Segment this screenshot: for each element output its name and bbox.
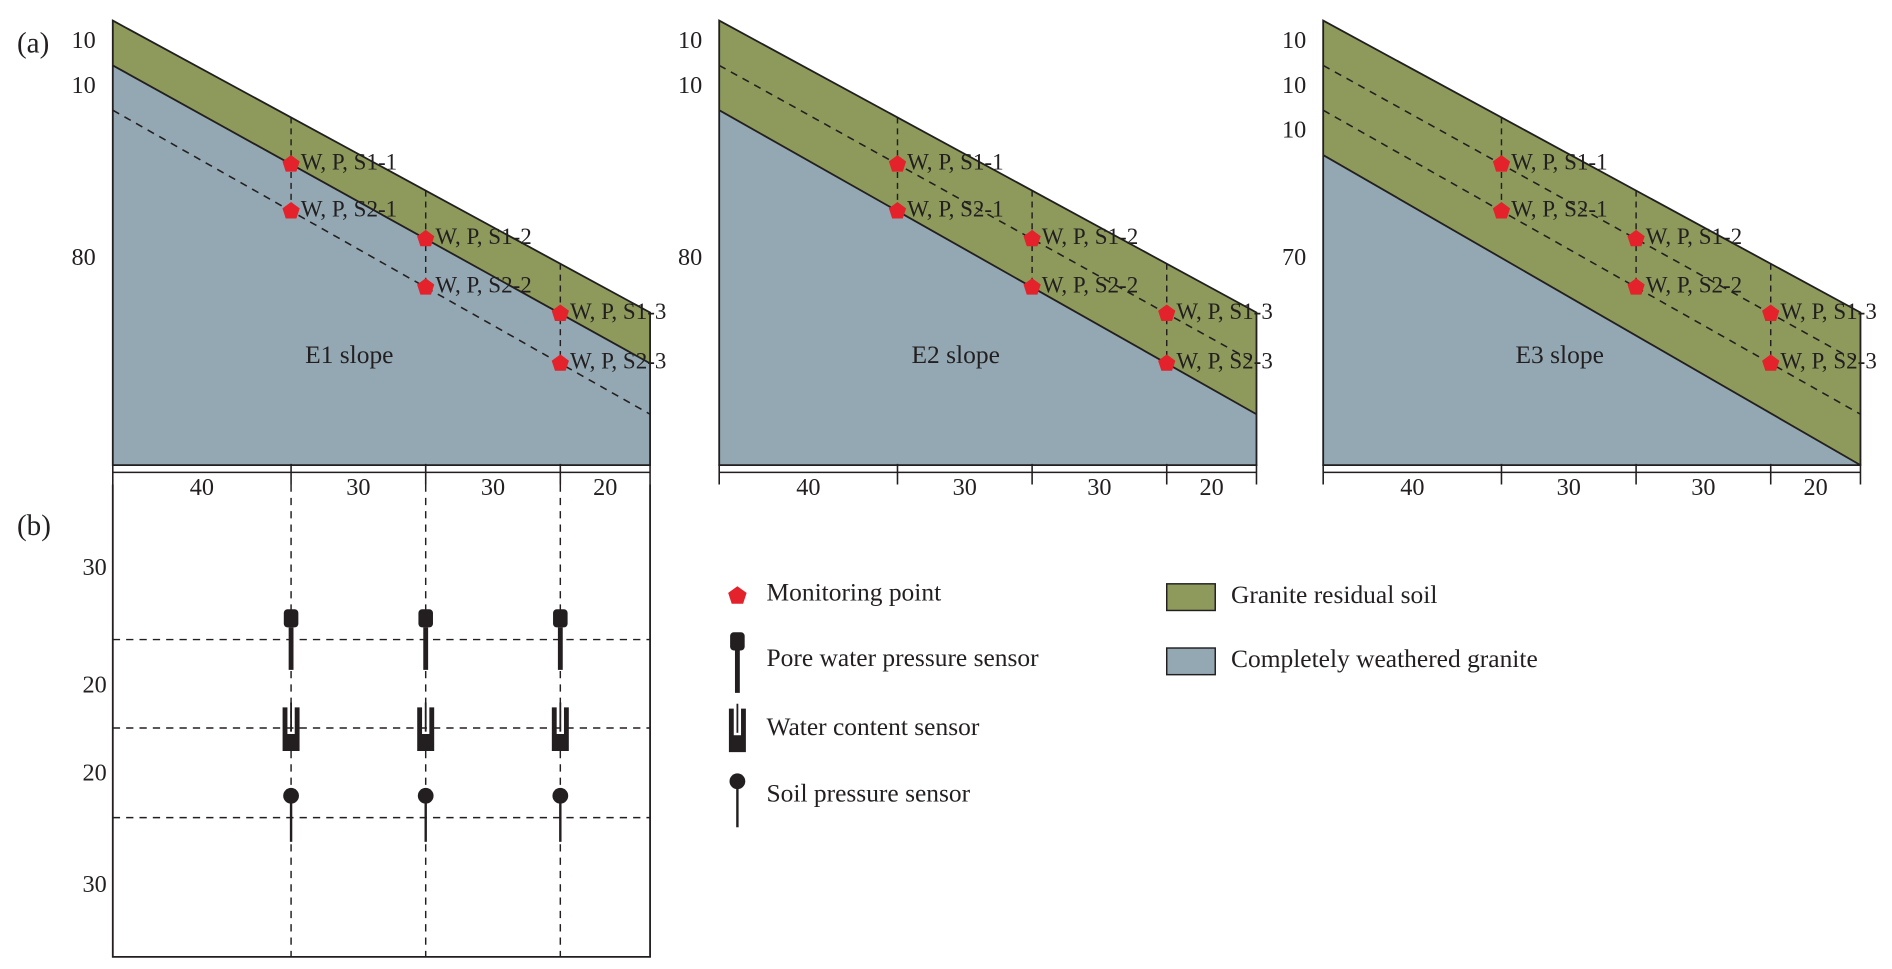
monitoring-point (1492, 155, 1511, 172)
plan-depth-label: 30 (82, 554, 106, 581)
width-label: 30 (953, 474, 977, 501)
residual-soil (1323, 20, 1861, 466)
point-label: W, P, S1-1 (1511, 149, 1607, 175)
point-label: W, P, S2-2 (1646, 272, 1742, 298)
monitoring-point (282, 202, 300, 219)
legend-point (728, 586, 747, 604)
monitoring-point (1762, 354, 1780, 371)
dashed-layer (112, 109, 651, 415)
monitoring-point (888, 202, 907, 219)
soil-sensor-head (417, 787, 434, 804)
monitoring-point (1158, 354, 1176, 371)
residual-soil (719, 20, 1257, 415)
legend-label: Monitoring point (767, 578, 942, 607)
point-label: W, P, S1-2 (1042, 223, 1138, 249)
point-label: W, P, S1-3 (1176, 298, 1272, 324)
point-label: W, P, S1-2 (435, 223, 531, 249)
plan-box (111, 484, 651, 958)
monitoring-point (1627, 278, 1645, 295)
depth-label: 10 (1282, 72, 1306, 99)
depth-label: 10 (678, 27, 702, 54)
dashed-layer (1322, 109, 1861, 415)
monitoring-point (888, 155, 907, 172)
slope-name: E1 slope (305, 340, 393, 369)
point-label: W, P, S1-3 (570, 298, 666, 324)
monitoring-point (551, 354, 569, 371)
pore-sensor-head (553, 609, 568, 628)
monitoring-point (417, 278, 435, 295)
weathered-granite (112, 65, 651, 466)
monitoring-point (282, 155, 300, 172)
monitoring-point (551, 304, 569, 321)
panel-label: (a) (17, 28, 49, 60)
width-label: 20 (1803, 474, 1827, 501)
soil-sensor-head (283, 787, 299, 804)
legend-swatch (1166, 647, 1216, 676)
pore-sensor-head (730, 632, 745, 651)
width-label: 20 (593, 474, 617, 501)
soil-sensor-head (552, 787, 569, 804)
depth-label: 70 (1282, 244, 1306, 271)
monitoring-point (1492, 202, 1511, 219)
width-label: 40 (796, 474, 820, 501)
point-label: W, P, S2-2 (435, 272, 531, 298)
monitoring-point (417, 229, 435, 247)
depth-label: 10 (72, 72, 96, 99)
plan-depth-label: 20 (82, 671, 106, 698)
panel-label: (b) (17, 510, 51, 542)
legend-label: Granite residual soil (1231, 580, 1437, 609)
legend-label: Water content sensor (767, 712, 980, 741)
legend-label: Pore water pressure sensor (767, 643, 1040, 672)
width-label: 30 (1087, 474, 1111, 501)
width-label: 20 (1199, 474, 1223, 501)
point-label: W, P, S1-3 (1780, 298, 1876, 324)
weathered-granite (719, 110, 1257, 466)
point-label: W, P, S2-3 (1176, 348, 1272, 374)
width-label: 30 (481, 474, 505, 501)
depth-label: 10 (1282, 27, 1306, 54)
point-label: W, P, S1-1 (301, 149, 397, 175)
depth-label: 10 (72, 27, 96, 54)
point-label: W, P, S1-1 (907, 149, 1003, 175)
depth-label: 10 (1282, 117, 1306, 144)
legend-swatch (1166, 583, 1216, 612)
pore-sensor-head (418, 609, 433, 628)
residual-soil (112, 20, 651, 364)
soil-sensor-head (729, 773, 746, 790)
monitoring-point (1627, 229, 1645, 247)
width-label: 30 (1691, 474, 1715, 501)
plan-depth-label: 30 (82, 871, 106, 898)
water-sensor (282, 707, 300, 751)
slope-name: E3 slope (1516, 340, 1604, 369)
point-label: W, P, S1-2 (1646, 223, 1742, 249)
width-label: 30 (346, 474, 370, 501)
width-label: 40 (1400, 474, 1424, 501)
monitoring-point (1158, 304, 1176, 321)
pore-sensor-head (283, 609, 299, 628)
depth-label: 10 (678, 72, 702, 99)
point-label: W, P, S2-1 (1511, 195, 1607, 221)
width-label: 30 (1557, 474, 1581, 501)
monitoring-point (1023, 229, 1041, 247)
monitoring-point (1762, 304, 1780, 321)
legend-label: Completely weathered granite (1231, 644, 1538, 673)
depth-label: 80 (72, 244, 96, 271)
point-label: W, P, S2-3 (570, 348, 666, 374)
point-label: W, P, S2-1 (301, 195, 397, 221)
slope-name: E2 slope (912, 340, 1000, 369)
point-label: W, P, S2-3 (1780, 348, 1876, 374)
water-sensor (417, 707, 435, 751)
monitoring-point (1023, 278, 1041, 295)
depth-label: 80 (678, 244, 702, 271)
water-sensor (728, 708, 746, 753)
water-sensor (551, 707, 569, 751)
plan-depth-label: 20 (82, 760, 106, 787)
legend-label: Soil pressure sensor (767, 779, 971, 808)
width-label: 40 (190, 474, 214, 501)
point-label: W, P, S2-1 (907, 195, 1003, 221)
point-label: W, P, S2-2 (1042, 272, 1138, 298)
